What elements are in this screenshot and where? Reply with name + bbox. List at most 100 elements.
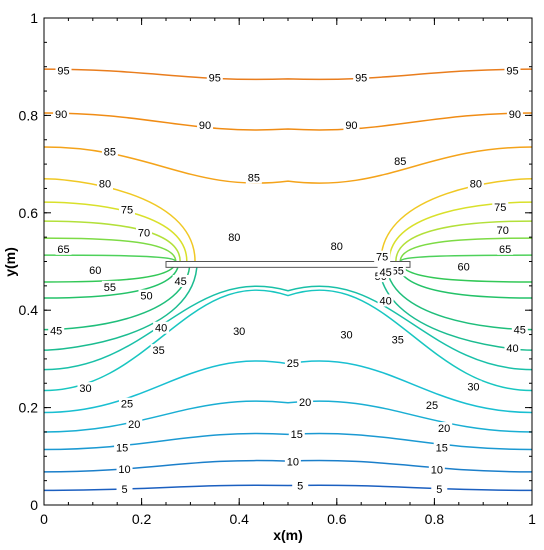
contour-label-bg — [53, 107, 70, 120]
contour-label-75: 75 — [376, 252, 388, 264]
contour-label-5: 5 — [297, 481, 303, 493]
x-tick-label: 0.2 — [132, 511, 152, 527]
contour-label-10: 10 — [431, 464, 443, 476]
contour-line-70 — [395, 220, 533, 262]
contour-label-bg — [392, 155, 409, 168]
contour-label-65: 65 — [57, 244, 69, 256]
contour-label-80: 80 — [228, 232, 240, 244]
contour-label-bg — [423, 399, 440, 412]
contour-label-bg — [101, 280, 118, 293]
obstacle-plate — [165, 261, 411, 268]
contour-line-20 — [43, 400, 533, 433]
contour-label-15: 15 — [436, 443, 448, 455]
x-tick-label: 0.4 — [229, 511, 249, 527]
contour-label-30: 30 — [79, 383, 91, 395]
contour-line-65 — [43, 237, 177, 262]
contour-label-70: 70 — [138, 227, 150, 239]
contour-label-bg — [389, 333, 406, 346]
contour-label-75: 75 — [494, 202, 506, 214]
contour-label-bg — [511, 323, 528, 336]
contour-label-25: 25 — [287, 358, 299, 370]
contour-label-bg — [497, 242, 514, 255]
contour-label-40: 40 — [155, 323, 167, 335]
contour-label-bg — [389, 264, 406, 277]
contour-labels: 95 95 95 95 90 90 90 90 85 85 85 80 80 80 80 75 75 75 70 70… — [48, 64, 528, 496]
contour-label-75: 75 — [121, 204, 133, 216]
contour-label-bg — [116, 462, 133, 475]
contour-label-bg — [153, 321, 170, 334]
contour-label-bg — [494, 223, 511, 236]
contour-label-bg — [231, 325, 248, 338]
contour-line-65 — [399, 237, 533, 262]
contour-label-bg — [504, 64, 521, 77]
contour-label-bg — [328, 239, 345, 252]
contour-line-40 — [43, 261, 198, 351]
contour-label-20: 20 — [438, 423, 450, 435]
contour-label-60: 60 — [89, 265, 101, 277]
contour-label-55: 55 — [104, 282, 116, 294]
contour-line-85 — [43, 146, 533, 184]
contour-line-60 — [43, 254, 177, 262]
contour-label-bg — [292, 479, 309, 492]
contour-label-65: 65 — [499, 244, 511, 256]
contour-label-bg — [206, 71, 223, 84]
contour-label-45: 45 — [175, 276, 187, 288]
contour-label-bg — [506, 107, 523, 120]
contour-label-95: 95 — [57, 66, 69, 78]
contour-label-90: 90 — [199, 120, 211, 132]
contour-label-bg — [116, 482, 133, 495]
contour-label-bg — [436, 422, 453, 435]
contour-label-5: 5 — [436, 484, 442, 496]
contour-label-80: 80 — [470, 179, 482, 191]
contour-label-bg — [97, 177, 113, 190]
y-tick-label: 0.4 — [19, 302, 39, 318]
contour-label-50: 50 — [140, 291, 152, 303]
contour-label-bg — [55, 64, 72, 77]
contour-label-20: 20 — [299, 397, 311, 409]
contour-label-85: 85 — [394, 156, 406, 168]
contour-label-15: 15 — [116, 443, 128, 455]
contour-label-45: 45 — [379, 267, 391, 279]
contour-label-bg — [48, 324, 65, 337]
contour-label-bg — [338, 328, 355, 341]
contour-label-bg — [172, 274, 189, 287]
x-tick-label: 0.6 — [327, 511, 347, 527]
contour-label-30: 30 — [340, 330, 352, 342]
contour-label-30: 30 — [467, 382, 479, 394]
contour-label-bg — [467, 177, 484, 190]
contour-label-10: 10 — [287, 457, 299, 469]
contour-line-95 — [43, 68, 533, 81]
contour-line-90 — [43, 112, 533, 131]
contour-label-35: 35 — [392, 334, 404, 346]
contour-label-90: 90 — [509, 109, 521, 121]
contour-label-bg — [138, 289, 155, 302]
contour-label-10: 10 — [118, 464, 130, 476]
contour-label-80: 80 — [331, 241, 343, 253]
contour-label-80: 80 — [99, 179, 111, 191]
x-tick-label: 1 — [528, 511, 536, 527]
contour-label-85: 85 — [104, 146, 116, 158]
contour-label-bg — [284, 356, 301, 369]
contour-label-bg — [504, 342, 521, 355]
plot-axes — [43, 17, 533, 506]
contour-label-bg — [428, 463, 445, 476]
contour-label-95: 95 — [506, 66, 518, 78]
contour-label-bg — [136, 226, 153, 239]
contour-label-bg — [150, 344, 167, 357]
contour-label-bg — [77, 382, 94, 395]
contour-label-95: 95 — [355, 72, 367, 84]
contour-line-80 — [43, 177, 196, 262]
y-tick-label: 0.6 — [19, 205, 39, 221]
x-axis-title: x(m) — [273, 527, 303, 543]
contour-label-85: 85 — [248, 173, 260, 185]
x-tick-label: 0.8 — [425, 511, 445, 527]
contour-label-bg — [114, 441, 131, 454]
contour-line-60 — [399, 254, 533, 262]
contour-label-bg — [343, 119, 360, 132]
contour-label-40: 40 — [379, 295, 391, 307]
contour-label-bg — [297, 395, 314, 408]
contour-line-30 — [43, 289, 533, 392]
tick-labels: 0 0.2 0.4 0.6 0.8 100.20.40.60.81 — [19, 10, 537, 527]
contour-line-70 — [43, 220, 181, 262]
contour-label-bg — [377, 266, 394, 279]
